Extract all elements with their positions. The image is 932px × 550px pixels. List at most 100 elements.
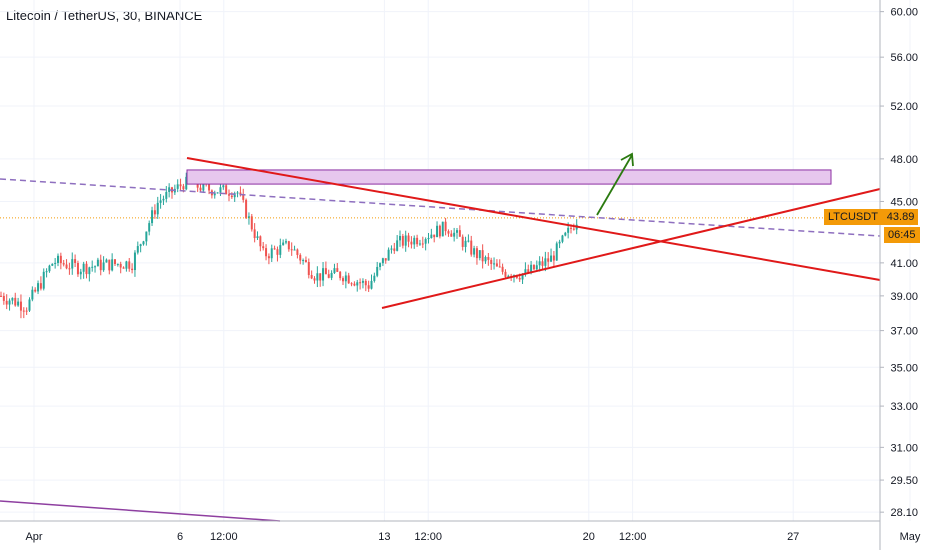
candle-body	[94, 266, 97, 268]
candle-body	[381, 258, 384, 264]
candle-body	[487, 257, 490, 260]
candle-body	[344, 275, 347, 282]
candle-body	[156, 202, 159, 215]
candle-body	[182, 186, 185, 190]
candle-body	[57, 255, 59, 263]
candle-body	[376, 266, 379, 276]
candle-body	[202, 182, 205, 191]
candle-body	[2, 296, 5, 301]
candle-body	[42, 271, 45, 289]
candle-body	[458, 230, 461, 237]
candle-body	[418, 243, 421, 245]
candle-body	[327, 274, 330, 278]
candle-body	[85, 263, 88, 275]
candle-body	[555, 243, 558, 261]
y-tick-label: 33.00	[890, 401, 918, 413]
candle-body	[527, 269, 530, 273]
candle-body	[493, 263, 496, 265]
candle-body	[481, 250, 484, 262]
candle-body	[136, 246, 139, 253]
candle-body	[119, 263, 122, 268]
candle-body	[222, 185, 225, 188]
candle-body	[37, 283, 40, 292]
current-price: 43.89	[886, 210, 915, 223]
candle-body	[17, 301, 20, 306]
candle-body	[139, 244, 142, 247]
x-tick-label: 12:00	[210, 531, 238, 543]
candle-body	[208, 184, 211, 191]
candle-body	[564, 232, 567, 236]
candle-body	[256, 236, 259, 239]
candle-body	[199, 187, 202, 191]
candle-body	[159, 200, 162, 203]
candle-body	[461, 236, 464, 247]
candle-body	[19, 301, 22, 311]
candle-body	[242, 194, 245, 200]
candle-body	[310, 275, 313, 279]
candle-body	[370, 280, 373, 289]
candle-body	[567, 227, 570, 233]
candle-body	[270, 248, 273, 259]
candle-body	[547, 258, 550, 262]
candle-body	[330, 272, 333, 278]
candle-body	[538, 261, 541, 266]
candle-body	[484, 257, 487, 262]
candle-body	[302, 260, 305, 262]
candle-body	[133, 252, 136, 271]
candle-body	[473, 248, 476, 255]
candle-body	[287, 241, 290, 250]
candle-body	[427, 237, 430, 240]
candle-body	[233, 193, 236, 198]
candle-body	[102, 262, 105, 271]
candle-body	[364, 280, 367, 286]
candle-body	[410, 241, 413, 245]
candle-body	[162, 198, 165, 201]
x-tick-label: 13	[378, 531, 390, 543]
y-tick-label: 41.00	[890, 258, 918, 270]
candle-body	[290, 249, 293, 251]
candle-body	[322, 268, 325, 281]
candle-body	[5, 300, 8, 305]
candle-body	[28, 299, 31, 311]
candle-body	[253, 229, 256, 239]
candle-body	[236, 192, 239, 194]
candle-body	[304, 260, 307, 263]
candle-body	[71, 259, 74, 269]
candle-body	[532, 264, 535, 270]
candle-body	[524, 269, 527, 274]
candle-body	[88, 267, 91, 275]
candle-body	[168, 187, 171, 192]
lower-trendline	[0, 500, 281, 522]
candle-body	[128, 261, 131, 269]
candle-body	[336, 268, 339, 272]
candle-body	[561, 235, 564, 242]
candle-body	[8, 300, 11, 305]
candle-body	[456, 230, 458, 233]
candle-body	[39, 283, 42, 289]
bar-countdown: 06:45	[884, 226, 920, 243]
candle-body	[359, 282, 362, 284]
candle-body	[216, 192, 219, 194]
candle-body	[59, 255, 62, 264]
candle-body	[225, 185, 228, 195]
y-tick-label: 48.00	[890, 154, 918, 166]
candle-body	[498, 266, 501, 268]
candle-body	[145, 231, 148, 242]
candle-body	[99, 259, 102, 271]
candle-body	[453, 232, 456, 237]
candle-body	[153, 210, 156, 215]
candle-body	[34, 289, 37, 292]
dashed-trendline	[0, 178, 881, 237]
candle-body	[65, 264, 68, 269]
projection-arrow-line	[596, 154, 633, 216]
candle-body	[324, 268, 327, 275]
y-tick-label: 31.00	[890, 442, 918, 454]
candle-body	[438, 225, 441, 237]
candle-body	[108, 259, 111, 271]
candle-body	[396, 240, 399, 251]
candle-body	[185, 176, 188, 190]
candle-body	[393, 248, 396, 251]
